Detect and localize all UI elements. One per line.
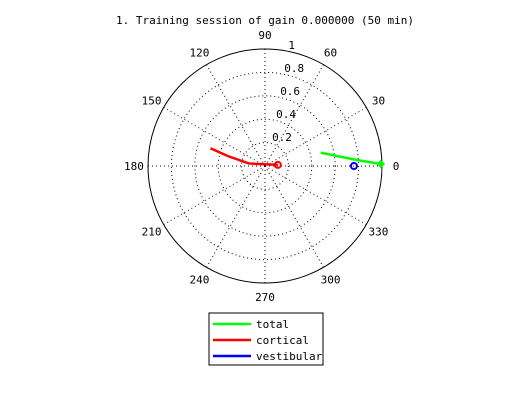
legend-label-vestibular: vestibular bbox=[256, 350, 323, 363]
angle-tick-label: 30 bbox=[372, 94, 385, 107]
series-marker-total bbox=[376, 159, 386, 169]
legend-label-total: total bbox=[256, 318, 289, 331]
spoke-line-300 bbox=[264, 165, 324, 268]
radial-tick-label: 0.8 bbox=[284, 62, 304, 75]
grid-circle bbox=[170, 71, 360, 261]
grid-circle bbox=[241, 142, 289, 190]
spoke-line-330 bbox=[264, 165, 367, 225]
grid-circle bbox=[217, 118, 313, 214]
chart-title: 1. Training session of gain 0.000000 (50… bbox=[116, 14, 414, 27]
radial-tick-label: 0.6 bbox=[280, 85, 300, 98]
radial-tick-label: 0.2 bbox=[272, 131, 292, 144]
angle-tick-label: 150 bbox=[142, 94, 162, 107]
legend-label-cortical: cortical bbox=[256, 334, 309, 347]
angle-tick-label: 180 bbox=[124, 160, 144, 173]
angle-tick-label: 120 bbox=[190, 47, 210, 60]
spoke-line-210 bbox=[163, 165, 266, 225]
angle-tick-label: 240 bbox=[190, 273, 210, 286]
polar-grid bbox=[147, 48, 383, 284]
series-marker-cortical bbox=[273, 160, 282, 169]
angle-tick-label: 210 bbox=[142, 226, 162, 239]
series-lines bbox=[209, 147, 386, 170]
spoke-line-150 bbox=[163, 107, 266, 167]
radial-tick-label: 1 bbox=[288, 39, 295, 52]
angle-tick-label: 300 bbox=[321, 273, 341, 286]
angle-tick-label: 60 bbox=[324, 47, 337, 60]
series-marker-vestibular bbox=[349, 162, 358, 170]
spoke-line-240 bbox=[206, 165, 266, 268]
radial-tick-label: 0.4 bbox=[276, 108, 296, 121]
angle-tick-label: 90 bbox=[258, 29, 271, 42]
angle-tick-label: 0 bbox=[393, 160, 400, 173]
tick-labels: 0.2 0.4 0.6 0.8 1 0 30 60 90 120 150 180 210 240 270 30… bbox=[124, 29, 399, 304]
angle-tick-label: 270 bbox=[255, 291, 275, 304]
grid-circle bbox=[194, 95, 336, 237]
legend: total cortical vestibular bbox=[208, 312, 324, 366]
angle-tick-label: 330 bbox=[369, 226, 389, 239]
series-line-total bbox=[320, 151, 382, 166]
series-line-cortical bbox=[209, 147, 278, 167]
